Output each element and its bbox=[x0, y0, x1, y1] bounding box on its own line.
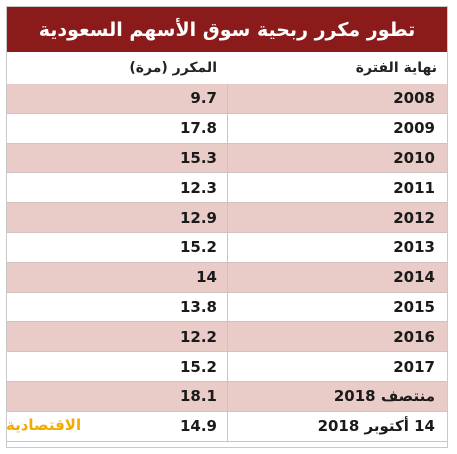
period-cell: 2014 bbox=[227, 262, 447, 292]
table-row: 2015 13.8 bbox=[7, 292, 447, 323]
ratio-cell: 15.2 bbox=[7, 352, 227, 381]
ratio-text: 14.9 bbox=[179, 417, 217, 436]
period-cell: 2008 bbox=[227, 84, 447, 113]
ratio-text: 12.2 bbox=[179, 327, 217, 346]
ratio-text: 15.2 bbox=[179, 357, 217, 376]
period-cell: 2010 bbox=[227, 143, 447, 173]
table-body: 2008 9.7 2009 17.8 2010 15.3 2011 12.3 2… bbox=[7, 84, 447, 442]
table-row: 2014 14 bbox=[7, 262, 447, 293]
table-row: 2013 15.2 bbox=[7, 232, 447, 263]
period-text: 2014 bbox=[393, 268, 435, 287]
table-row: 2011 12.3 bbox=[7, 173, 447, 204]
ratio-cell: 14 bbox=[7, 263, 227, 292]
table-row: 2010 15.3 bbox=[7, 143, 447, 174]
table-row: منتصف 2018 18.1 bbox=[7, 381, 447, 412]
ratio-cell: 15.3 bbox=[7, 144, 227, 173]
ratio-cell: 13.8 bbox=[7, 293, 227, 322]
ratio-text: 15.3 bbox=[179, 148, 217, 167]
header-period: نهاية الفترة bbox=[355, 60, 437, 76]
period-text: 2012 bbox=[393, 208, 435, 227]
ratio-text: 17.8 bbox=[179, 119, 217, 138]
table-row: 14 أكتوبر 2018 14.9 bbox=[7, 411, 447, 442]
ratio-cell: 15.2 bbox=[7, 233, 227, 262]
period-text: 2010 bbox=[393, 148, 435, 167]
ratio-text: 18.1 bbox=[179, 387, 217, 406]
period-cell: 2013 bbox=[227, 232, 447, 262]
ratio-cell: 14.9 bbox=[7, 412, 227, 441]
ratio-text: 14 bbox=[196, 268, 217, 287]
period-text: 2009 bbox=[393, 119, 435, 138]
ratio-cell: 17.8 bbox=[7, 114, 227, 143]
table-row: 2017 15.2 bbox=[7, 352, 447, 382]
ratio-text: 15.2 bbox=[179, 238, 217, 257]
ratio-text: 12.9 bbox=[179, 208, 217, 227]
period-text: 2016 bbox=[393, 327, 435, 346]
period-cell: 2017 bbox=[227, 352, 447, 381]
table-row: 2009 17.8 bbox=[7, 113, 447, 144]
ratio-text: 13.8 bbox=[179, 297, 217, 316]
period-cell: 2011 bbox=[227, 173, 447, 203]
header-ratio: المكرر (مرة) bbox=[129, 60, 217, 76]
period-text: منتصف 2018 bbox=[333, 387, 435, 406]
period-text: 2017 bbox=[393, 357, 435, 376]
ratio-cell: 9.7 bbox=[7, 84, 227, 113]
period-cell: 14 أكتوبر 2018 bbox=[227, 411, 447, 441]
period-cell: 2016 bbox=[227, 322, 447, 352]
ratio-cell: 12.2 bbox=[7, 322, 227, 351]
table-row: 2008 9.7 bbox=[7, 84, 447, 114]
period-cell: منتصف 2018 bbox=[227, 381, 447, 411]
period-cell: 2009 bbox=[227, 113, 447, 143]
publisher-logo: الاقتصادية bbox=[6, 416, 82, 434]
table-row: 2016 12.2 bbox=[7, 322, 447, 353]
period-text: 2015 bbox=[393, 297, 435, 316]
period-text: 2011 bbox=[393, 178, 435, 197]
period-text: 14 أكتوبر 2018 bbox=[317, 417, 435, 436]
table-header: نهاية الفترة المكرر (مرة) bbox=[7, 52, 447, 85]
ratio-cell: 12.9 bbox=[7, 203, 227, 232]
table-row: 2012 12.9 bbox=[7, 203, 447, 233]
period-text: 2013 bbox=[393, 238, 435, 257]
ratio-text: 12.3 bbox=[179, 178, 217, 197]
period-cell: 2012 bbox=[227, 203, 447, 232]
period-text: 2008 bbox=[393, 89, 435, 108]
table-title: تطور مكرر ربحية سوق الأسهم السعودية bbox=[7, 7, 447, 52]
ratio-text: 9.7 bbox=[190, 89, 217, 108]
ratio-cell: 12.3 bbox=[7, 173, 227, 202]
table-frame: تطور مكرر ربحية سوق الأسهم السعودية نهاي… bbox=[6, 6, 448, 448]
ratio-cell: 18.1 bbox=[7, 382, 227, 411]
period-cell: 2015 bbox=[227, 292, 447, 322]
